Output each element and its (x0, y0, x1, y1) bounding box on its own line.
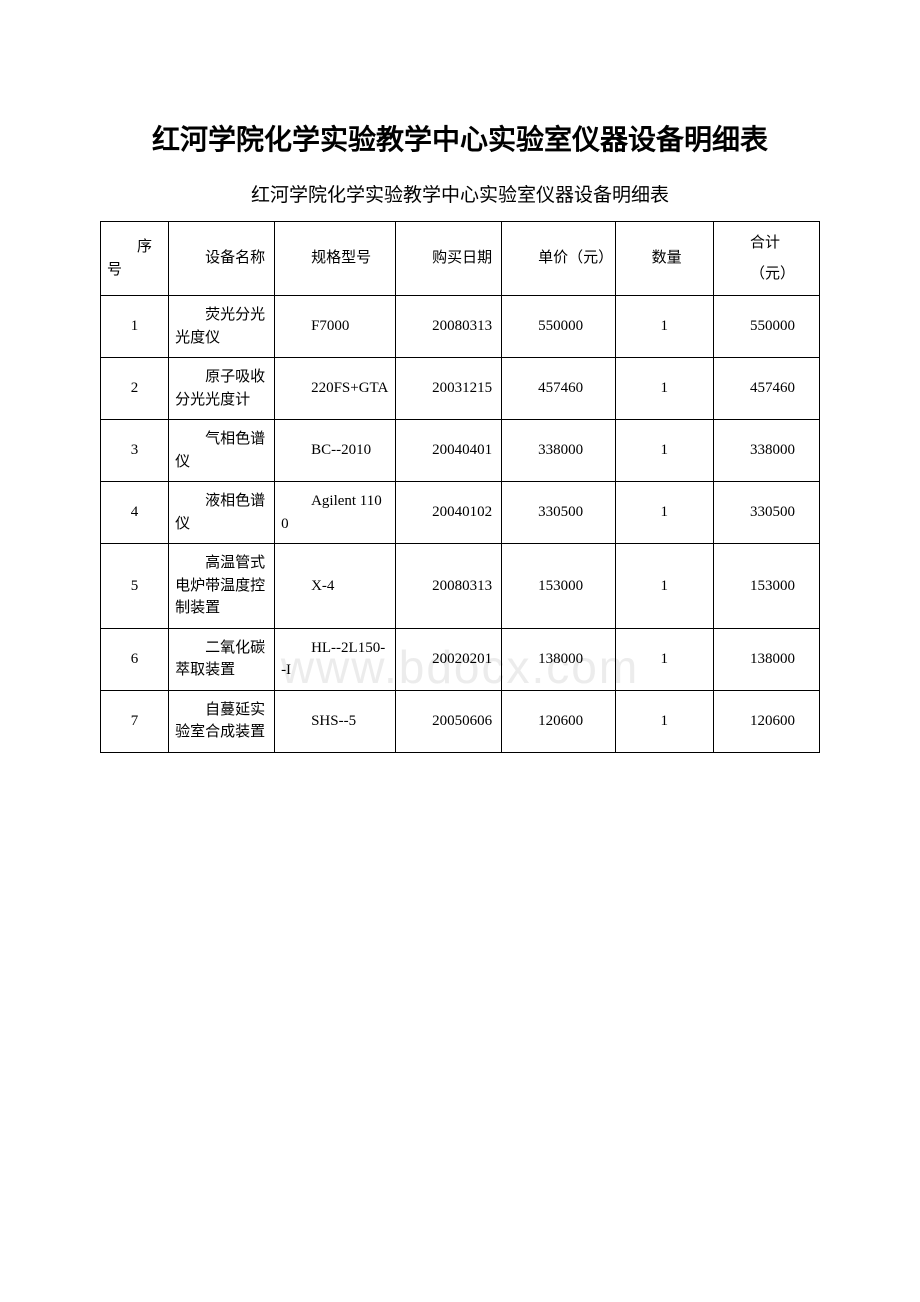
cell-qty: 1 (615, 420, 713, 482)
cell-seq: 1 (101, 296, 169, 358)
cell-price: 138000 (502, 628, 616, 690)
cell-date: 20040401 (396, 420, 502, 482)
equipment-table: 序号 设备名称 规格型号 购买日期 单价（元） 数量 合计 （元） 1荧光分光光… (100, 221, 820, 753)
cell-seq: 7 (101, 690, 169, 752)
header-date: 购买日期 (396, 222, 502, 296)
cell-name: 二氧化碳萃取装置 (169, 628, 275, 690)
table-row: 6二氧化碳萃取装置HL--2L150--I2002020113800011380… (101, 628, 820, 690)
cell-total: 138000 (714, 628, 820, 690)
cell-price: 330500 (502, 482, 616, 544)
cell-date: 20020201 (396, 628, 502, 690)
cell-model: X-4 (275, 544, 396, 629)
cell-total: 153000 (714, 544, 820, 629)
cell-name: 荧光分光光度仪 (169, 296, 275, 358)
cell-model: F7000 (275, 296, 396, 358)
cell-total: 457460 (714, 358, 820, 420)
cell-price: 120600 (502, 690, 616, 752)
cell-price: 550000 (502, 296, 616, 358)
cell-model: Agilent 1100 (275, 482, 396, 544)
cell-model: BC--2010 (275, 420, 396, 482)
cell-date: 20031215 (396, 358, 502, 420)
table-row: 2原子吸收分光光度计220FS+GTA200312154574601457460 (101, 358, 820, 420)
cell-qty: 1 (615, 296, 713, 358)
cell-qty: 1 (615, 544, 713, 629)
cell-seq: 2 (101, 358, 169, 420)
cell-name: 高温管式电炉带温度控制装置 (169, 544, 275, 629)
table-row: 1荧光分光光度仪F7000200803135500001550000 (101, 296, 820, 358)
header-total: 合计 （元） (714, 222, 820, 296)
table-header-row: 序号 设备名称 规格型号 购买日期 单价（元） 数量 合计 （元） (101, 222, 820, 296)
cell-model: SHS--5 (275, 690, 396, 752)
page-subtitle: 红河学院化学实验教学中心实验室仪器设备明细表 (100, 180, 820, 207)
cell-total: 120600 (714, 690, 820, 752)
cell-qty: 1 (615, 358, 713, 420)
header-seq: 序号 (101, 222, 169, 296)
cell-qty: 1 (615, 628, 713, 690)
cell-price: 153000 (502, 544, 616, 629)
cell-date: 20050606 (396, 690, 502, 752)
cell-name: 气相色谱仪 (169, 420, 275, 482)
header-model: 规格型号 (275, 222, 396, 296)
header-price: 单价（元） (502, 222, 616, 296)
cell-date: 20040102 (396, 482, 502, 544)
cell-model: HL--2L150--I (275, 628, 396, 690)
table-row: 3气相色谱仪BC--2010200404013380001338000 (101, 420, 820, 482)
header-name: 设备名称 (169, 222, 275, 296)
cell-model: 220FS+GTA (275, 358, 396, 420)
cell-date: 20080313 (396, 544, 502, 629)
cell-seq: 6 (101, 628, 169, 690)
cell-qty: 1 (615, 482, 713, 544)
table-row: 5高温管式电炉带温度控制装置X-4200803131530001153000 (101, 544, 820, 629)
cell-total: 330500 (714, 482, 820, 544)
page-title: 红河学院化学实验教学中心实验室仪器设备明细表 (100, 120, 820, 162)
cell-seq: 3 (101, 420, 169, 482)
cell-name: 原子吸收分光光度计 (169, 358, 275, 420)
table-row: 7自蔓延实验室合成装置SHS--5200506061206001120600 (101, 690, 820, 752)
cell-seq: 4 (101, 482, 169, 544)
cell-price: 457460 (502, 358, 616, 420)
table-row: 4液相色谱仪Agilent 1100200401023305001330500 (101, 482, 820, 544)
cell-seq: 5 (101, 544, 169, 629)
cell-total: 550000 (714, 296, 820, 358)
cell-total: 338000 (714, 420, 820, 482)
cell-qty: 1 (615, 690, 713, 752)
cell-price: 338000 (502, 420, 616, 482)
cell-date: 20080313 (396, 296, 502, 358)
cell-name: 液相色谱仪 (169, 482, 275, 544)
cell-name: 自蔓延实验室合成装置 (169, 690, 275, 752)
header-qty: 数量 (615, 222, 713, 296)
document-content: 红河学院化学实验教学中心实验室仪器设备明细表 红河学院化学实验教学中心实验室仪器… (100, 120, 820, 753)
